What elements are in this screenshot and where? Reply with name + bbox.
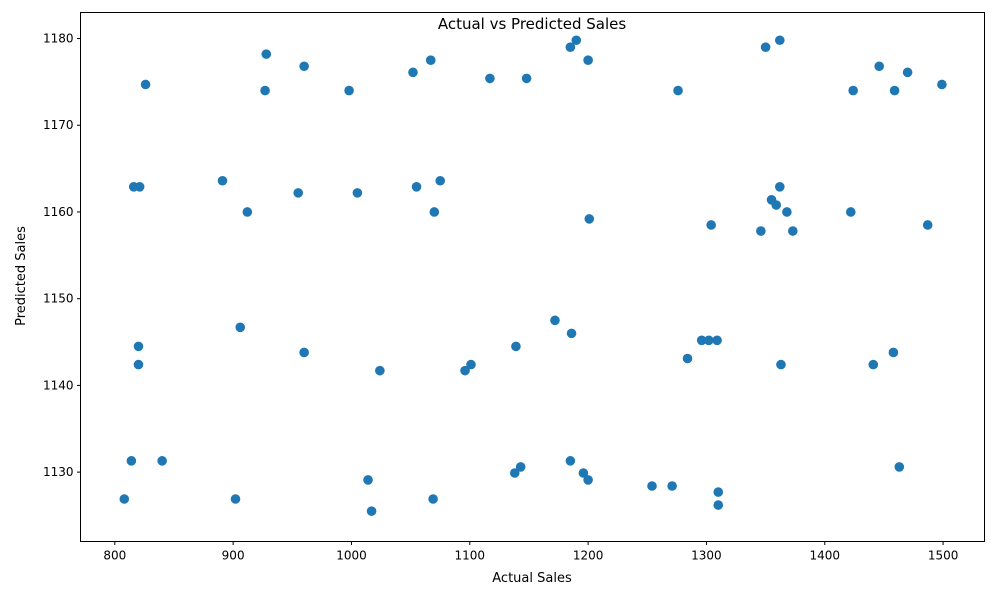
data-point [682, 353, 693, 364]
y-tick-label: 1160 [43, 205, 74, 219]
data-point [673, 85, 683, 96]
data-point [133, 341, 144, 352]
data-point [242, 207, 253, 217]
data-point [902, 67, 913, 78]
data-point [429, 207, 440, 217]
data-point [261, 49, 272, 59]
data-point [293, 188, 304, 198]
data-point [428, 494, 438, 504]
data-point [366, 506, 377, 516]
x-tick-label: 1400 [809, 549, 840, 563]
data-point [874, 61, 884, 72]
data-point [712, 335, 722, 346]
y-axis-ticks: 1130 1140 1150 1160 1170 1180 [43, 32, 81, 479]
data-point [704, 335, 714, 346]
data-point [771, 200, 782, 210]
data-point [760, 42, 771, 52]
data-point [299, 61, 309, 72]
data-point [571, 35, 582, 46]
data-point [411, 182, 422, 192]
data-point [299, 347, 309, 358]
data-point [260, 85, 270, 96]
data-point [375, 365, 385, 376]
data-point [647, 481, 657, 491]
y-tick-label: 1140 [43, 378, 74, 392]
data-point [774, 182, 785, 192]
x-tick-label: 1200 [573, 549, 604, 563]
data-point [583, 475, 593, 485]
data-point [363, 475, 373, 485]
data-point [435, 175, 446, 186]
data-point [509, 468, 520, 478]
data-point [230, 494, 241, 504]
data-point [774, 35, 785, 46]
x-tick-label: 1500 [928, 549, 959, 563]
x-tick-label: 1100 [455, 549, 486, 563]
data-point [485, 73, 495, 84]
chart-title: Actual vs Predicted Sales [438, 15, 627, 33]
x-tick-label: 1000 [336, 549, 367, 563]
x-axis-ticks: 800 900 1000 1100 1200 1300 1400 1500 [103, 541, 959, 563]
data-point [888, 347, 899, 358]
data-point [889, 85, 900, 96]
data-point [782, 207, 792, 217]
data-point [696, 335, 707, 346]
data-point [788, 226, 798, 236]
data-point [756, 226, 766, 236]
data-point [868, 359, 879, 370]
y-axis-label: Predicted Sales [14, 226, 29, 326]
data-point [776, 359, 786, 370]
x-tick-label: 1300 [691, 549, 722, 563]
data-point [706, 220, 716, 230]
data-point [134, 182, 145, 192]
data-point [126, 456, 137, 466]
data-point [565, 456, 576, 466]
x-axis-label: Actual Sales [492, 571, 572, 586]
data-point [713, 500, 724, 510]
data-point [584, 214, 595, 224]
data-point [667, 481, 677, 491]
data-point [550, 315, 560, 326]
data-point [578, 468, 589, 478]
data-point [565, 42, 576, 52]
data-point [848, 85, 858, 96]
data-point [713, 487, 724, 497]
data-point [140, 79, 151, 90]
data-point [408, 67, 418, 78]
data-point [157, 456, 167, 466]
data-point [521, 73, 532, 84]
data-point [344, 85, 354, 96]
data-point [352, 188, 363, 198]
data-point [845, 207, 856, 217]
data-point [583, 55, 593, 65]
data-point [217, 175, 228, 186]
data-point [466, 359, 476, 370]
points-layer [119, 35, 947, 516]
data-point [894, 462, 905, 472]
data-point [511, 341, 521, 352]
data-point [922, 220, 933, 230]
data-point [133, 359, 144, 370]
x-tick-label: 800 [103, 549, 126, 563]
x-tick-label: 900 [222, 549, 245, 563]
y-tick-label: 1150 [43, 292, 74, 306]
data-point [119, 494, 130, 504]
plot-area-frame [80, 12, 985, 542]
data-point [460, 365, 470, 376]
y-tick-label: 1180 [43, 32, 74, 46]
data-point [235, 322, 246, 333]
data-point [425, 55, 436, 65]
y-tick-label: 1170 [43, 118, 74, 132]
y-tick-label: 1130 [43, 465, 74, 479]
data-point [566, 328, 577, 339]
data-point [515, 462, 526, 472]
data-point [937, 79, 947, 90]
